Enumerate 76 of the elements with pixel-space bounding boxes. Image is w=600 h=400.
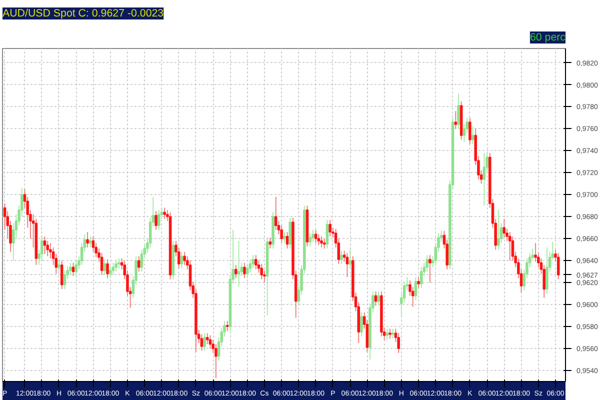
candlestick xyxy=(203,332,206,352)
candlestick xyxy=(508,232,512,262)
candlestick xyxy=(314,229,318,244)
candlestick xyxy=(63,270,66,290)
candlestick xyxy=(243,262,246,279)
candlestick xyxy=(426,254,428,272)
candlestick xyxy=(74,260,78,276)
candlestick xyxy=(457,93,460,130)
candlestick xyxy=(268,237,272,250)
candlestick xyxy=(208,334,212,350)
candlestick xyxy=(468,117,472,145)
candlestick xyxy=(72,262,75,276)
candlestick xyxy=(260,263,263,280)
candlestick xyxy=(502,218,506,238)
candlestick xyxy=(180,251,184,269)
candlestick xyxy=(428,254,432,284)
candlestick xyxy=(226,320,229,332)
candlestick xyxy=(320,236,323,248)
candlestick xyxy=(252,254,254,269)
candlestick xyxy=(138,256,140,272)
candlestick xyxy=(454,110,458,130)
candlestick xyxy=(317,234,320,246)
candlestick xyxy=(322,238,326,250)
candlestick xyxy=(417,276,420,289)
candlestick xyxy=(112,262,115,276)
candlestick xyxy=(58,259,60,272)
candlestick xyxy=(348,249,352,269)
candlestick xyxy=(154,210,158,230)
candlestick xyxy=(237,240,240,288)
candlestick xyxy=(206,332,209,345)
candlestick xyxy=(497,210,500,250)
candlestick xyxy=(286,232,289,250)
candlestick xyxy=(388,328,392,340)
candlestick xyxy=(254,254,258,270)
candlestick xyxy=(391,328,394,340)
candlestick xyxy=(283,232,286,244)
chart-subtitle: 60 perc xyxy=(530,32,566,44)
candlestick xyxy=(234,264,238,279)
candlestick xyxy=(163,207,166,220)
candlestick xyxy=(397,332,400,354)
candlestick xyxy=(280,224,283,244)
chart-title: AUD/USD Spot C: 0.9627 -0.0023 xyxy=(2,8,164,20)
candlestick xyxy=(546,246,548,294)
candlestick xyxy=(157,210,160,230)
candlestick xyxy=(214,344,218,379)
candlestick xyxy=(420,266,423,289)
candlestick xyxy=(340,250,343,264)
candlestick xyxy=(46,240,49,257)
candlestick xyxy=(308,232,312,247)
candlestick xyxy=(89,236,92,248)
candlestick xyxy=(60,260,64,290)
candlestick xyxy=(108,266,112,279)
candlestick xyxy=(246,263,249,279)
candlestick xyxy=(183,251,186,266)
candlestick xyxy=(200,334,204,352)
candlestick xyxy=(312,229,314,242)
candlestick xyxy=(482,152,486,206)
candlestick xyxy=(374,290,378,306)
candlestick xyxy=(414,276,418,301)
candlestick xyxy=(288,217,292,250)
candlestick xyxy=(106,259,109,279)
candlestick xyxy=(386,328,389,340)
candlestick xyxy=(377,290,380,306)
candlestick xyxy=(328,219,332,237)
candlestick xyxy=(326,219,329,250)
candlestick xyxy=(360,312,363,337)
candlestick xyxy=(69,262,72,276)
candlestick xyxy=(103,259,106,276)
candlestick xyxy=(346,252,349,278)
candlestick xyxy=(274,196,278,230)
candlestick xyxy=(556,252,560,280)
candlestick xyxy=(86,232,89,248)
candlestick xyxy=(40,236,44,262)
candlestick xyxy=(114,259,118,272)
candlestick xyxy=(100,252,104,276)
candlestick xyxy=(118,258,120,269)
